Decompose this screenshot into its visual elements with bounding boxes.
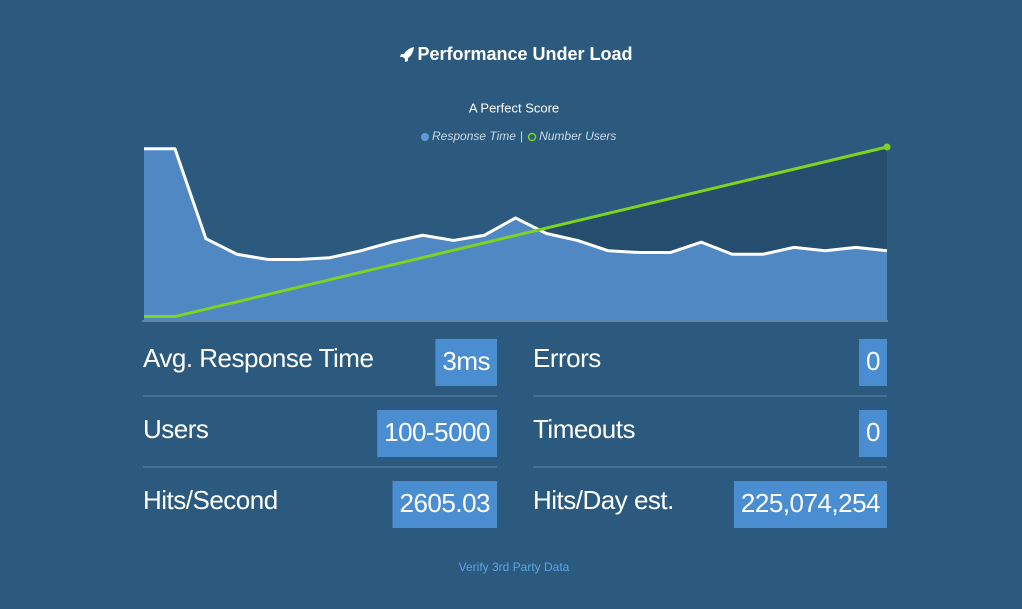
stat-value: 2605.03 <box>400 488 491 518</box>
stat-label: Errors <box>533 343 601 373</box>
stat-value-box <box>377 410 497 457</box>
line <box>144 145 888 319</box>
stat-value-box <box>392 481 497 528</box>
stat-label: Avg. Response Time <box>143 343 373 373</box>
rocket-icon <box>400 47 414 62</box>
page-title: Performance Under Load <box>417 44 632 64</box>
line <box>144 147 888 261</box>
stat-value-box <box>859 410 887 457</box>
legend-label: Number Users <box>539 129 616 143</box>
stat-value: 3ms <box>442 346 490 376</box>
stat-value: 100-5000 <box>384 417 490 447</box>
stat-label: Timeouts <box>533 414 635 444</box>
chart-title: A Perfect Score <box>469 100 559 115</box>
stat-label: Hits/Second <box>143 485 278 515</box>
stat-value-box <box>859 339 887 386</box>
stat-label: Users <box>143 414 209 444</box>
legend: Response Time | Number Users <box>421 129 616 143</box>
stats: Avg. Response Time 3ms Users 100-5000 Hits/S… <box>143 339 887 528</box>
stat-value: 225,074,254 <box>741 488 880 518</box>
stat-value: 0 <box>866 417 880 447</box>
legend-label: Response Time <box>432 129 516 143</box>
chart: Response Time | Number Users <box>142 129 891 322</box>
point <box>883 143 891 151</box>
stat-value: 0 <box>866 346 880 376</box>
legend-marker <box>527 132 537 142</box>
stat-label: Hits/Day est. <box>533 485 674 515</box>
legend-separator: | <box>520 129 523 143</box>
verify-link[interactable]: Verify 3rd Party Data <box>459 560 570 574</box>
legend-marker <box>421 133 429 141</box>
stat-value-box <box>733 481 887 528</box>
stat-value-box <box>435 339 497 386</box>
